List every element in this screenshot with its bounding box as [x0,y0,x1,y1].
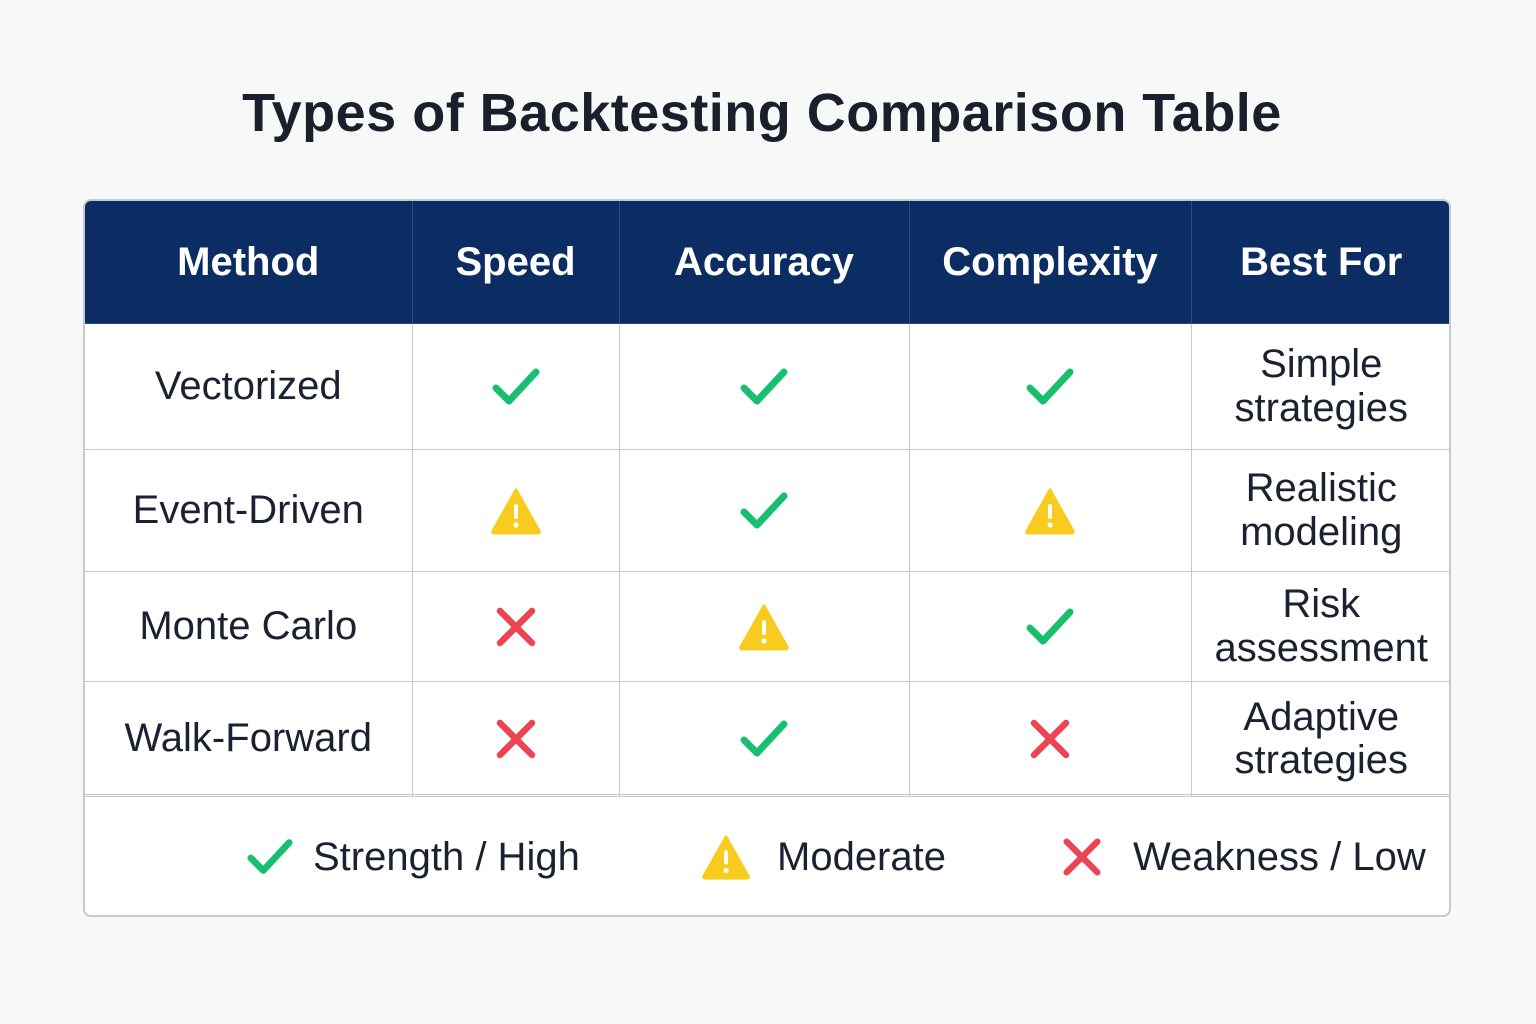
legend-label-strength: Strength / High [313,834,580,879]
table-row: Monte Carlo Risk assessment [85,571,1449,682]
table-row: Walk-Forward Adaptive strategies [85,681,1449,797]
legend-item-moderate: Moderate [701,831,946,883]
x-icon [1063,838,1101,876]
header-accuracy: Accuracy [618,201,910,324]
check-icon [1026,608,1074,644]
best-for-line: Realistic [1245,466,1397,511]
method-cell: Event-Driven [85,449,413,572]
page-title: Types of Backtesting Comparison Table [242,83,1282,143]
best-for-cell: Adaptive strategies [1190,681,1449,797]
comparison-table-card: Method Speed Accuracy Complexity Best Fo… [83,199,1451,917]
legend-icon-weakness [1057,832,1133,882]
legend-icon-strength [245,832,313,882]
header-speed: Speed [411,201,620,324]
best-for-cell: Simple strategies [1190,323,1449,450]
speed-cell [411,449,620,572]
comparison-table: Method Speed Accuracy Complexity Best Fo… [85,201,1449,797]
accuracy-cell [618,449,910,572]
check-icon [1026,368,1074,404]
accuracy-cell [618,571,910,682]
x-icon [496,607,535,646]
legend-item-strength: Strength / High [245,831,580,883]
best-for-cell: Realistic modeling [1190,449,1449,572]
x-icon [496,719,535,759]
legend-label-moderate: Moderate [777,834,946,879]
table-row: Event-Driven Realistic modeling [85,449,1449,572]
legend-icon-moderate [701,832,777,882]
complexity-cell [908,681,1192,797]
check-icon [492,368,539,404]
header-best-for: Best For [1190,201,1449,324]
table-header-row: Method Speed Accuracy Complexity Best Fo… [85,201,1449,324]
best-for-line: strategies [1234,738,1408,782]
method-cell: Walk-Forward [85,681,413,797]
best-for-line: Adaptive [1243,694,1400,739]
check-icon [740,368,788,404]
header-complexity: Complexity [908,201,1192,324]
legend-label-weakness: Weakness / Low [1133,834,1426,879]
warning-icon [702,835,750,880]
speed-cell [411,571,620,682]
best-for-cell: Risk assessment [1190,571,1449,682]
best-for-line: modeling [1240,509,1403,554]
best-for-line: assessment [1214,625,1428,670]
accuracy-cell [618,681,910,797]
complexity-cell [908,323,1192,450]
best-for-line: Risk [1282,582,1361,627]
check-icon [247,839,293,874]
method-cell: Monte Carlo [85,571,413,682]
complexity-cell [908,449,1192,572]
warning-icon [490,488,541,534]
warning-icon [739,604,789,650]
accuracy-cell [618,323,910,450]
x-icon [1030,719,1070,759]
legend: Strength / High Moderate Weakness / Low [85,794,1449,915]
best-for-line: Simple [1260,342,1383,387]
legend-item-weakness: Weakness / Low [1057,831,1426,883]
warning-icon [1025,488,1075,534]
check-icon [740,492,788,528]
speed-cell [411,323,620,450]
check-icon [740,720,788,757]
header-method: Method [85,201,413,324]
complexity-cell [908,571,1192,682]
method-cell: Vectorized [85,323,413,450]
speed-cell [411,681,620,797]
best-for-line: strategies [1234,385,1408,430]
table-row: Vectorized Simple strategies [85,323,1449,450]
